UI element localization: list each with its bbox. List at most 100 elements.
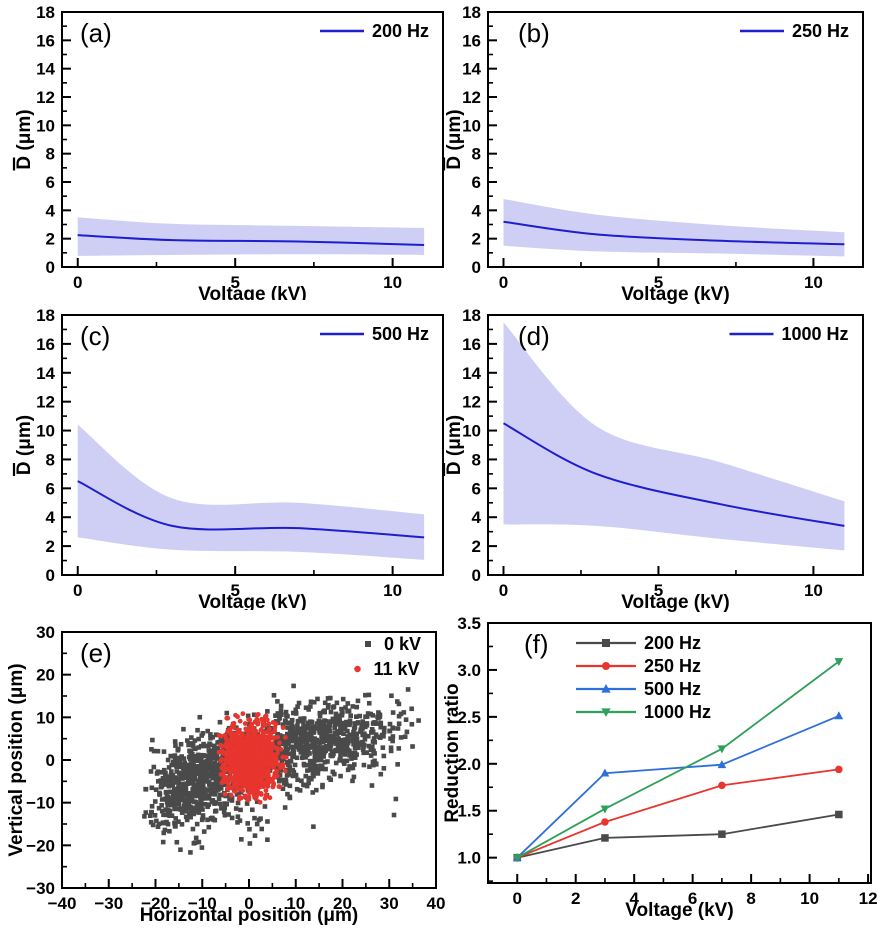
- scatter-point: [293, 707, 299, 713]
- scatter-point: [307, 745, 313, 750]
- scatter-point: [288, 759, 294, 764]
- scatter-point: [353, 738, 359, 744]
- scatter-point: [259, 772, 265, 778]
- scatter-point: [349, 756, 354, 761]
- scatter-point: [307, 758, 313, 764]
- scatter-point: [403, 717, 409, 722]
- scatter-point: [233, 761, 238, 767]
- scatter-point: [190, 826, 196, 832]
- scatter-point: [205, 774, 211, 779]
- legend-label: 1000 Hz: [644, 702, 711, 722]
- scatter-point: [237, 818, 243, 823]
- scatter-point: [196, 736, 201, 742]
- scatter-point: [185, 738, 190, 743]
- y-tick-label: 8: [472, 450, 481, 469]
- x-tick-label: −30: [94, 894, 123, 913]
- scatter-point: [183, 787, 189, 793]
- scatter-point: [331, 735, 336, 740]
- scatter-point: [352, 750, 358, 755]
- scatter-point: [203, 761, 209, 767]
- scatter-point: [177, 759, 183, 765]
- scatter-point: [272, 724, 278, 730]
- x-tick-label: 12: [859, 889, 878, 908]
- scatter-point: [215, 740, 220, 745]
- scatter-point: [190, 742, 196, 747]
- scatter-point: [232, 770, 238, 776]
- scatter-point: [370, 729, 376, 735]
- scatter-point: [213, 732, 219, 738]
- x-tick-label: 20: [333, 894, 352, 913]
- scatter-point: [242, 721, 248, 726]
- scatter-point: [208, 783, 214, 789]
- scatter-point: [151, 748, 157, 754]
- scatter-point: [207, 752, 213, 758]
- chart-b: 0 5 10 0 2 4 6 8 10 12 14 16 18 Voltage (kV) D (μm) (b)…: [442, 3, 864, 305]
- y-axis-label: Vertical position (μm): [6, 663, 27, 856]
- scatter-point: [271, 692, 277, 698]
- scatter-point: [235, 800, 241, 806]
- scatter-point: [158, 784, 164, 790]
- scatter-point: [336, 713, 341, 719]
- scatter-point: [229, 738, 235, 744]
- y-tick-label: 16: [36, 335, 55, 354]
- scatter-point: [215, 745, 221, 751]
- scatter-point: [366, 700, 372, 706]
- scatter-point: [248, 770, 254, 776]
- scatter-point: [221, 767, 227, 773]
- x-tick-label: 5: [654, 273, 663, 292]
- scatter-point: [218, 786, 224, 791]
- scatter-point: [315, 696, 320, 702]
- scatter-point: [278, 703, 284, 709]
- x-tick-label: 0: [499, 273, 508, 292]
- scatter-point: [284, 751, 289, 757]
- scatter-point: [372, 751, 377, 756]
- scatter-point: [178, 807, 184, 812]
- scatter-point: [276, 778, 282, 784]
- scatter-point: [379, 732, 385, 738]
- scatter-point: [342, 724, 347, 730]
- scatter-point: [345, 737, 351, 743]
- scatter-point: [289, 720, 294, 725]
- scatter-point: [273, 757, 279, 763]
- scatter-point: [270, 735, 276, 741]
- scatter-point: [206, 824, 212, 830]
- scatter-point: [344, 743, 350, 749]
- scatter-point: [290, 754, 295, 759]
- scatter-point: [206, 748, 212, 753]
- scatter-point: [331, 719, 337, 725]
- scatter-point: [274, 751, 280, 756]
- scatter-point: [235, 714, 240, 720]
- scatter-point: [381, 766, 387, 771]
- scatter-point: [229, 815, 235, 821]
- scatter-point: [390, 734, 396, 739]
- scatter-point: [238, 807, 243, 813]
- scatter-point: [290, 710, 296, 716]
- scatter-point: [207, 760, 212, 766]
- chart-a: 0 5 10 0 2 4 6 8 10 12 14 16 18 Voltage (kV) D (μm) (a)…: [12, 3, 444, 300]
- y-tick-label: 0: [46, 258, 55, 277]
- scatter-point: [344, 719, 349, 725]
- scatter-point: [315, 767, 321, 773]
- scatter-point: [285, 760, 290, 765]
- scatter-point: [148, 769, 154, 774]
- scatter-point: [301, 749, 307, 755]
- scatter-point: [215, 764, 220, 769]
- y-tick-label: 4: [472, 201, 482, 220]
- scatter-point: [292, 730, 297, 735]
- scatter-point: [174, 769, 180, 774]
- scatter-point: [339, 706, 344, 712]
- y-tick-label: 4: [46, 201, 56, 220]
- scatter-point: [224, 801, 230, 807]
- scatter-point: [343, 705, 348, 710]
- panel-letter: (b): [518, 18, 550, 48]
- scatter-point: [288, 744, 294, 750]
- scatter-point: [191, 810, 196, 815]
- scatter-point: [222, 743, 228, 749]
- scatter-point: [368, 747, 374, 753]
- scatter-point: [158, 778, 163, 783]
- scatter-point: [254, 778, 260, 783]
- scatter-point: [265, 753, 271, 759]
- scatter-point: [277, 716, 282, 721]
- scatter-point: [210, 734, 215, 740]
- scatter-point: [203, 792, 208, 797]
